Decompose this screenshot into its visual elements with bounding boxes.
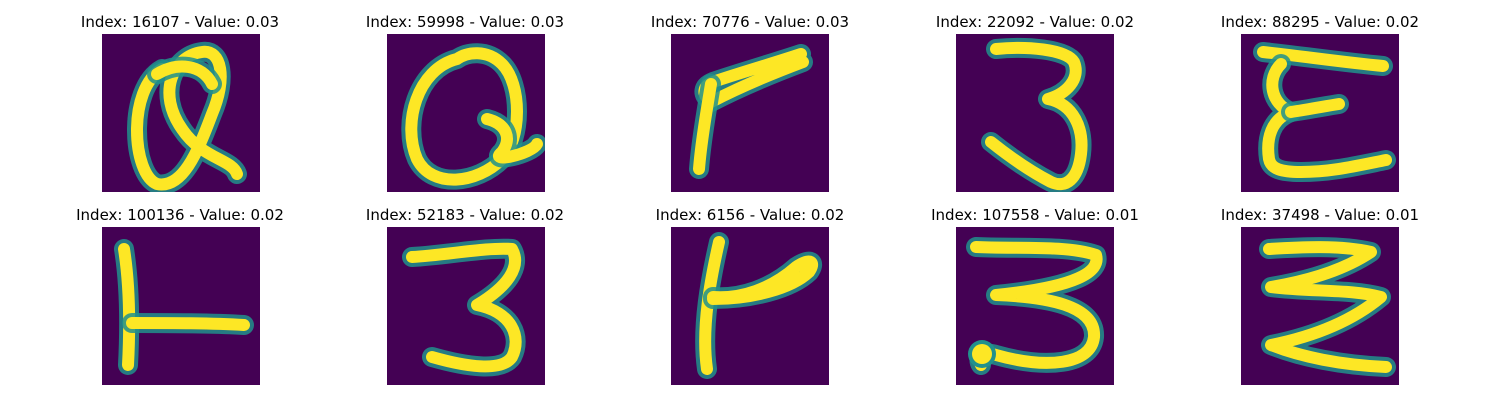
handwritten-glyph-f-image	[689, 44, 813, 179]
handwritten-glyph-l-image	[114, 239, 254, 375]
handwritten-glyph-e-image	[1253, 42, 1396, 182]
digit-image-panel	[671, 34, 829, 192]
digit-image-panel	[102, 34, 260, 192]
digit-image-panel	[1241, 34, 1399, 192]
digit-image-panel	[956, 34, 1114, 192]
handwritten-glyph-q-image	[127, 41, 247, 192]
panel-title: Index: 52183 - Value: 0.02	[365, 206, 565, 224]
panel-title: Index: 37498 - Value: 0.01	[1220, 206, 1420, 224]
panel-title: Index: 107558 - Value: 0.01	[931, 206, 1139, 224]
digit-image-panel	[387, 227, 545, 385]
digit-image-panel	[671, 227, 829, 385]
handwritten-glyph-z-image	[1259, 237, 1396, 377]
handwritten-glyph-3-image	[981, 37, 1092, 192]
handwritten-glyph-3-image	[966, 237, 1107, 375]
panel-title: Index: 22092 - Value: 0.02	[935, 13, 1135, 31]
panel-title: Index: 16107 - Value: 0.03	[80, 13, 280, 31]
handwritten-glyph-3-image	[402, 238, 526, 377]
digit-image-panel	[102, 227, 260, 385]
panel-title: Index: 59998 - Value: 0.03	[365, 13, 565, 31]
panel-title: Index: 88295 - Value: 0.02	[1220, 13, 1420, 31]
digit-image-panel	[956, 227, 1114, 385]
digit-image-panel	[1241, 227, 1399, 385]
digit-image-panel	[387, 34, 545, 192]
panel-title: Index: 6156 - Value: 0.02	[655, 206, 845, 224]
panel-title: Index: 100136 - Value: 0.02	[76, 206, 284, 224]
handwritten-glyph-k-image	[695, 232, 823, 379]
panel-title: Index: 70776 - Value: 0.03	[650, 13, 850, 31]
handwritten-glyph-q-image	[401, 43, 545, 190]
